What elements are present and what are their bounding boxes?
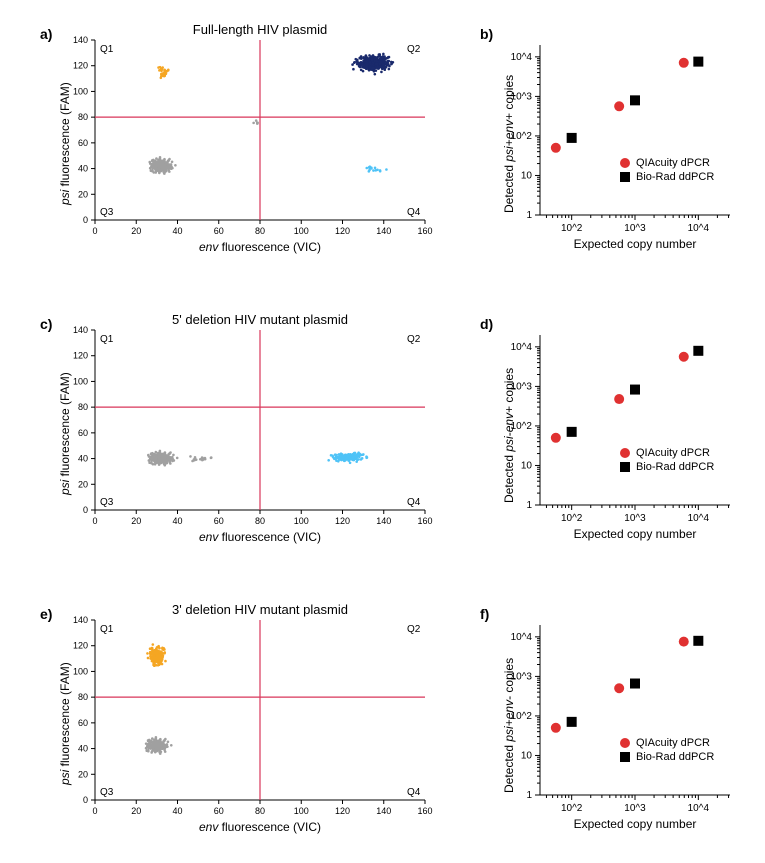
svg-text:10^2: 10^2	[561, 513, 583, 524]
svg-text:1: 1	[526, 500, 532, 511]
svg-text:10^3: 10^3	[624, 223, 646, 234]
log-ylabel: Detected psi+env- copies	[502, 658, 516, 793]
log-xlabel: Expected copy number	[540, 817, 730, 831]
svg-text:10^4: 10^4	[511, 342, 533, 353]
legend-swatch	[620, 158, 630, 168]
panel-letter-right: b)	[480, 26, 493, 42]
legend-item: Bio-Rad ddPCR	[620, 461, 714, 473]
legend: QIAcuity dPCR Bio-Rad ddPCR	[620, 155, 714, 183]
log-svg: 10^210^310^411010^210^310^4	[0, 300, 765, 560]
legend-label: QIAcuity dPCR	[636, 157, 710, 169]
log-xlabel: Expected copy number	[540, 527, 730, 541]
log-panel: f) Detected psi+env- copies Expected copy …	[0, 590, 765, 850]
svg-text:10: 10	[521, 170, 533, 181]
log-ylabel: Detected psi+env+ copies	[502, 75, 516, 213]
log-svg: 10^210^310^411010^210^310^4	[0, 10, 765, 270]
svg-text:1: 1	[526, 790, 532, 801]
log-xlabel: Expected copy number	[540, 237, 730, 251]
log-panel: d) Detected psi-env+ copies Expected copy …	[0, 300, 765, 560]
legend-swatch	[620, 448, 630, 458]
legend-label: Bio-Rad ddPCR	[636, 461, 714, 473]
log-panel: b) Detected psi+env+ copies Expected copy …	[0, 10, 765, 270]
legend-item: Bio-Rad ddPCR	[620, 751, 714, 763]
legend-item: QIAcuity dPCR	[620, 737, 714, 749]
legend-label: QIAcuity dPCR	[636, 737, 710, 749]
legend-swatch	[620, 172, 630, 182]
legend-label: QIAcuity dPCR	[636, 447, 710, 459]
legend: QIAcuity dPCR Bio-Rad ddPCR	[620, 445, 714, 473]
svg-text:1: 1	[526, 210, 532, 221]
legend: QIAcuity dPCR Bio-Rad ddPCR	[620, 735, 714, 763]
svg-text:10^3: 10^3	[624, 513, 646, 524]
svg-text:10^4: 10^4	[511, 52, 533, 63]
svg-text:10^2: 10^2	[561, 803, 583, 814]
log-svg: 10^210^310^411010^210^310^4	[0, 590, 765, 850]
legend-swatch	[620, 462, 630, 472]
legend-item: Bio-Rad ddPCR	[620, 171, 714, 183]
svg-text:10^4: 10^4	[511, 632, 533, 643]
legend-swatch	[620, 752, 630, 762]
svg-text:10^4: 10^4	[688, 803, 710, 814]
legend-label: Bio-Rad ddPCR	[636, 751, 714, 763]
panel-letter-right: d)	[480, 316, 493, 332]
legend-swatch	[620, 738, 630, 748]
legend-item: QIAcuity dPCR	[620, 447, 714, 459]
svg-text:10: 10	[521, 460, 533, 471]
svg-text:10^4: 10^4	[688, 513, 710, 524]
legend-item: QIAcuity dPCR	[620, 157, 714, 169]
svg-text:10^4: 10^4	[688, 223, 710, 234]
panel-letter-right: f)	[480, 606, 489, 622]
svg-text:10: 10	[521, 750, 533, 761]
svg-text:10^2: 10^2	[561, 223, 583, 234]
log-ylabel: Detected psi-env+ copies	[502, 368, 516, 503]
svg-text:10^3: 10^3	[624, 803, 646, 814]
legend-label: Bio-Rad ddPCR	[636, 171, 714, 183]
